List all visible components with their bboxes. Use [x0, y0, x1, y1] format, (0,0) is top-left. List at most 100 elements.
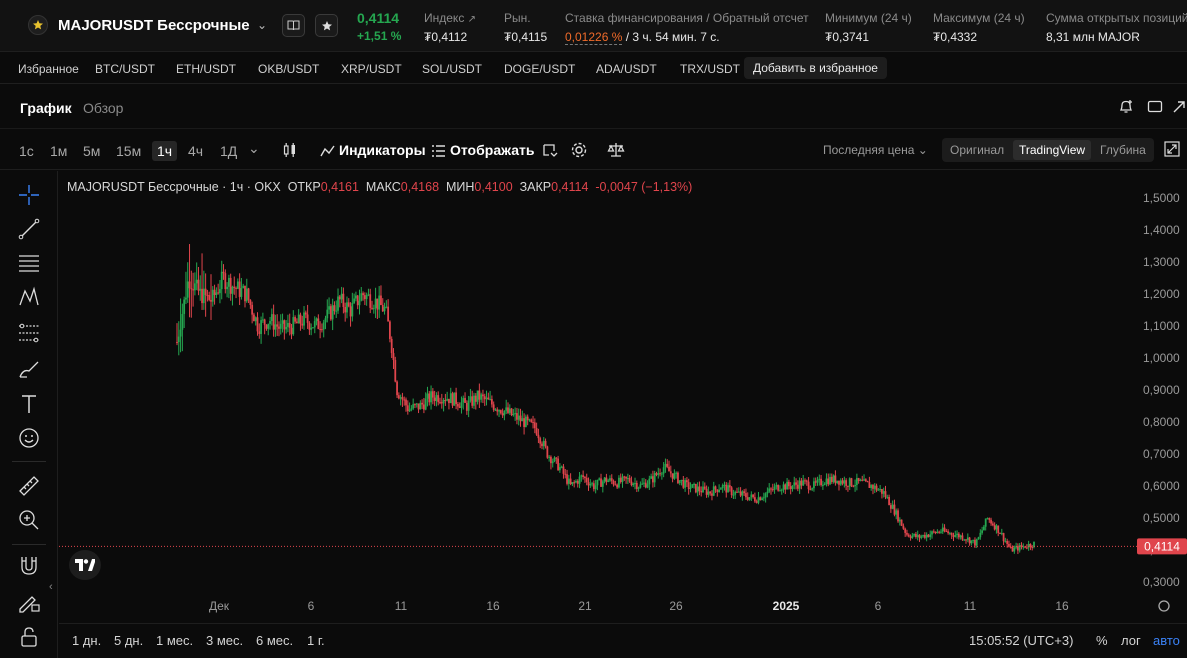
candle-body: [639, 484, 642, 488]
price-chart[interactable]: 1,5000 1,4000 1,3000 1,2000 1,1000 1,0000 0,90…: [59, 171, 1187, 623]
chevron-down-icon[interactable]: ⌄: [257, 18, 268, 32]
fav-item-trx[interactable]: TRX/USDT: [680, 62, 740, 76]
display-button[interactable]: Отображать: [431, 142, 534, 158]
emoji-icon[interactable]: [17, 426, 41, 450]
candle-type-icon[interactable]: [282, 142, 298, 158]
tf-5m[interactable]: 5м: [83, 143, 101, 159]
funding-stat[interactable]: Ставка финансирования / Обратный отсчет …: [565, 11, 809, 45]
high24-value: ₮0,4332: [933, 30, 978, 44]
candle-body: [931, 531, 933, 535]
coin-logo-icon: [28, 15, 48, 35]
tradingview-logo-icon[interactable]: [69, 550, 101, 580]
candle-body: [1013, 547, 1016, 552]
candle-body: [900, 519, 903, 526]
timeframe-chevron-icon[interactable]: ⌄: [248, 140, 260, 156]
high24-stat: Максимум (24 ч) ₮0,4332: [933, 11, 1025, 44]
mark-value: ₮0,4115: [504, 30, 548, 44]
fav-item-doge[interactable]: DOGE/USDT: [504, 62, 576, 76]
view-depth[interactable]: Глубина: [1100, 143, 1146, 157]
index-value: ₮0,4112: [424, 30, 468, 44]
scales-icon[interactable]: [607, 141, 625, 159]
favorite-star-icon[interactable]: [315, 14, 338, 37]
candle-body: [328, 306, 330, 310]
favorites-label[interactable]: Избранное: [18, 62, 79, 76]
tab-chart[interactable]: График: [20, 100, 72, 116]
fav-item-eth[interactable]: ETH/USDT: [176, 62, 236, 76]
auto-toggle[interactable]: авто: [1153, 633, 1180, 648]
candle-body: [278, 326, 280, 329]
view-original[interactable]: Оригинал: [950, 143, 1005, 157]
horizontal-lines-icon[interactable]: [17, 251, 41, 275]
fullscreen-icon[interactable]: [1172, 100, 1186, 114]
index-stat[interactable]: Индекс ↗ ₮0,4112: [424, 11, 476, 44]
zoom-in-icon[interactable]: [17, 508, 41, 532]
external-link-icon[interactable]: ↗: [467, 14, 477, 25]
candle-body: [576, 480, 579, 484]
candle-body: [993, 525, 996, 530]
range-5d[interactable]: 5 дн.: [114, 633, 144, 648]
candle-body: [947, 531, 950, 534]
fav-item-sol[interactable]: SOL/USDT: [422, 62, 483, 76]
utc-clock[interactable]: 15:05:52 (UTC+3): [969, 633, 1074, 648]
range-1y[interactable]: 1 г.: [307, 633, 325, 648]
close-label: ЗАКР: [519, 180, 552, 194]
tf-1d[interactable]: 1Д: [220, 143, 238, 159]
tab-overview[interactable]: Обзор: [83, 100, 124, 116]
chart-area[interactable]: MAJORUSDT Бессрочные · 1ч · OKX ОТКР0,41…: [59, 171, 1187, 623]
candle-body: [240, 288, 243, 297]
fav-item-btc[interactable]: BTC/USDT: [95, 62, 155, 76]
text-icon[interactable]: [17, 392, 41, 416]
candle-body: [693, 483, 695, 485]
settings-gear-icon[interactable]: [570, 141, 588, 159]
price-source-select[interactable]: Последняя цена ⌄: [823, 143, 928, 157]
expand-icon[interactable]: [1164, 141, 1180, 157]
candle-body: [453, 392, 456, 406]
candle-body: [625, 476, 627, 479]
lock-drawing-icon[interactable]: [17, 590, 41, 614]
range-6m[interactable]: 6 мес.: [256, 633, 294, 648]
crosshair-icon[interactable]: [17, 183, 41, 207]
brush-icon[interactable]: [17, 357, 41, 381]
percent-toggle[interactable]: %: [1096, 633, 1108, 648]
candle-body: [587, 482, 590, 486]
fib-icon[interactable]: [17, 321, 41, 345]
candle-body: [809, 489, 812, 491]
tf-4h[interactable]: 4ч: [188, 143, 204, 159]
candle-body: [866, 481, 869, 483]
range-1m[interactable]: 1 мес.: [156, 633, 194, 648]
candle-body: [607, 480, 610, 482]
range-3m[interactable]: 3 мес.: [206, 633, 244, 648]
add-alert-icon[interactable]: [1118, 99, 1134, 115]
candle-body: [571, 482, 574, 485]
tf-15m[interactable]: 15м: [116, 143, 142, 159]
candle-body: [238, 281, 241, 297]
fav-item-okb[interactable]: OKB/USDT: [258, 62, 320, 76]
replay-icon[interactable]: [542, 142, 558, 158]
lock-icon[interactable]: [17, 625, 41, 649]
candle-body: [927, 534, 930, 537]
tf-1h[interactable]: 1ч: [152, 141, 178, 161]
candle-body: [610, 478, 613, 481]
pattern-icon[interactable]: [17, 285, 41, 309]
candle-body: [1025, 547, 1028, 549]
trend-line-icon[interactable]: [17, 217, 41, 241]
magnet-icon[interactable]: [17, 554, 41, 578]
ruler-icon[interactable]: [17, 474, 41, 498]
tf-1m[interactable]: 1м: [50, 143, 68, 159]
candle-body: [643, 482, 645, 484]
range-1d[interactable]: 1 дн.: [72, 633, 102, 648]
book-icon[interactable]: [282, 14, 305, 37]
collapse-arrow-icon[interactable]: ‹: [49, 581, 53, 593]
layout-icon[interactable]: [1147, 100, 1163, 114]
fav-item-xrp[interactable]: XRP/USDT: [341, 62, 402, 76]
fav-item-ada[interactable]: ADA/USDT: [596, 62, 657, 76]
indicators-button[interactable]: Индикаторы: [320, 142, 426, 158]
candle-body: [313, 321, 316, 328]
candle-body: [353, 298, 356, 304]
log-toggle[interactable]: лог: [1121, 633, 1141, 648]
candle-body: [389, 321, 391, 339]
view-tradingview[interactable]: TradingView: [1013, 140, 1092, 160]
tf-1s[interactable]: 1с: [19, 143, 34, 159]
add-favorite-button[interactable]: Добавить в избранное: [744, 57, 887, 79]
instrument-name[interactable]: MAJORUSDT Бессрочные: [58, 17, 250, 34]
